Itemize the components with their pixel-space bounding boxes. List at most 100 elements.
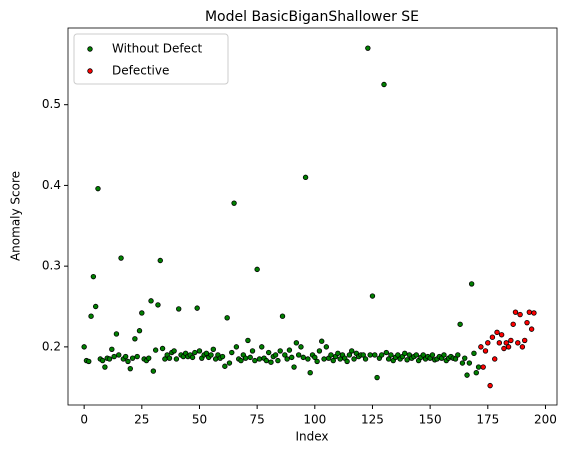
point [222,363,228,369]
point [498,332,505,338]
point [459,360,466,366]
point [360,352,366,358]
point [286,347,293,353]
point [328,352,334,358]
point [420,352,426,358]
point [122,353,129,360]
point [152,347,159,353]
point [319,338,325,344]
point [404,357,410,363]
point [263,357,270,364]
point [385,356,392,362]
point [305,356,311,362]
point [99,357,106,364]
point [365,45,371,51]
point [429,352,436,358]
point [125,358,131,365]
plot-frame [67,27,558,406]
point [109,346,115,352]
point [487,382,493,389]
point [346,352,353,358]
y-tick-label: 0.3 [42,259,61,273]
legend-marker [87,68,93,74]
point [88,313,94,319]
point [196,348,203,354]
point [277,348,283,354]
point [229,349,235,356]
legend-marker [87,46,93,52]
x-tick-label: 200 [534,413,557,427]
point [289,354,295,361]
point [381,81,387,88]
point [81,344,87,350]
point [159,345,166,352]
point [413,352,419,358]
x-tick-label: 100 [303,413,326,427]
point [189,354,196,361]
point [203,350,210,357]
point [259,344,265,350]
point [402,350,408,357]
point [282,352,288,358]
point [233,344,240,350]
point [515,340,521,346]
point [531,310,537,316]
legend-label: Without Defect [112,42,203,56]
point [462,355,468,361]
point [134,353,140,360]
point [219,353,226,360]
point [517,311,523,318]
y-tick-label: 0.2 [42,339,61,353]
point [208,352,214,358]
x-tick-label: 75 [250,413,265,427]
point [466,360,473,366]
point [522,337,528,344]
point [372,352,378,358]
point [524,319,530,326]
point [335,350,341,357]
point [457,321,463,327]
point [275,357,281,364]
point [146,355,152,361]
legend-box [73,33,229,85]
point [473,370,479,376]
point [249,348,256,354]
point [166,355,173,361]
point [349,348,355,354]
point [224,315,230,321]
point [238,357,244,364]
point [171,348,177,354]
point [455,352,461,358]
point [293,340,300,346]
point [127,365,133,372]
point [362,356,369,362]
point [106,356,113,362]
x-tick-label: 50 [192,413,207,427]
point [268,359,274,365]
point [321,356,327,362]
point [272,352,279,358]
point [480,364,486,370]
point [148,298,154,304]
point [192,349,198,356]
point [452,356,459,362]
point [312,354,318,361]
point [245,337,251,344]
y-tick-label: 0.5 [42,97,61,111]
point [501,345,507,352]
point [157,257,163,264]
point [471,350,477,357]
point [173,356,180,362]
point [496,340,503,346]
point [367,352,373,358]
point [242,355,249,361]
point [113,331,120,337]
point [139,310,145,316]
point [468,281,475,287]
point [86,358,92,365]
point [478,344,484,350]
point [155,302,161,308]
point [132,336,138,342]
point [369,293,376,299]
point [92,303,99,310]
